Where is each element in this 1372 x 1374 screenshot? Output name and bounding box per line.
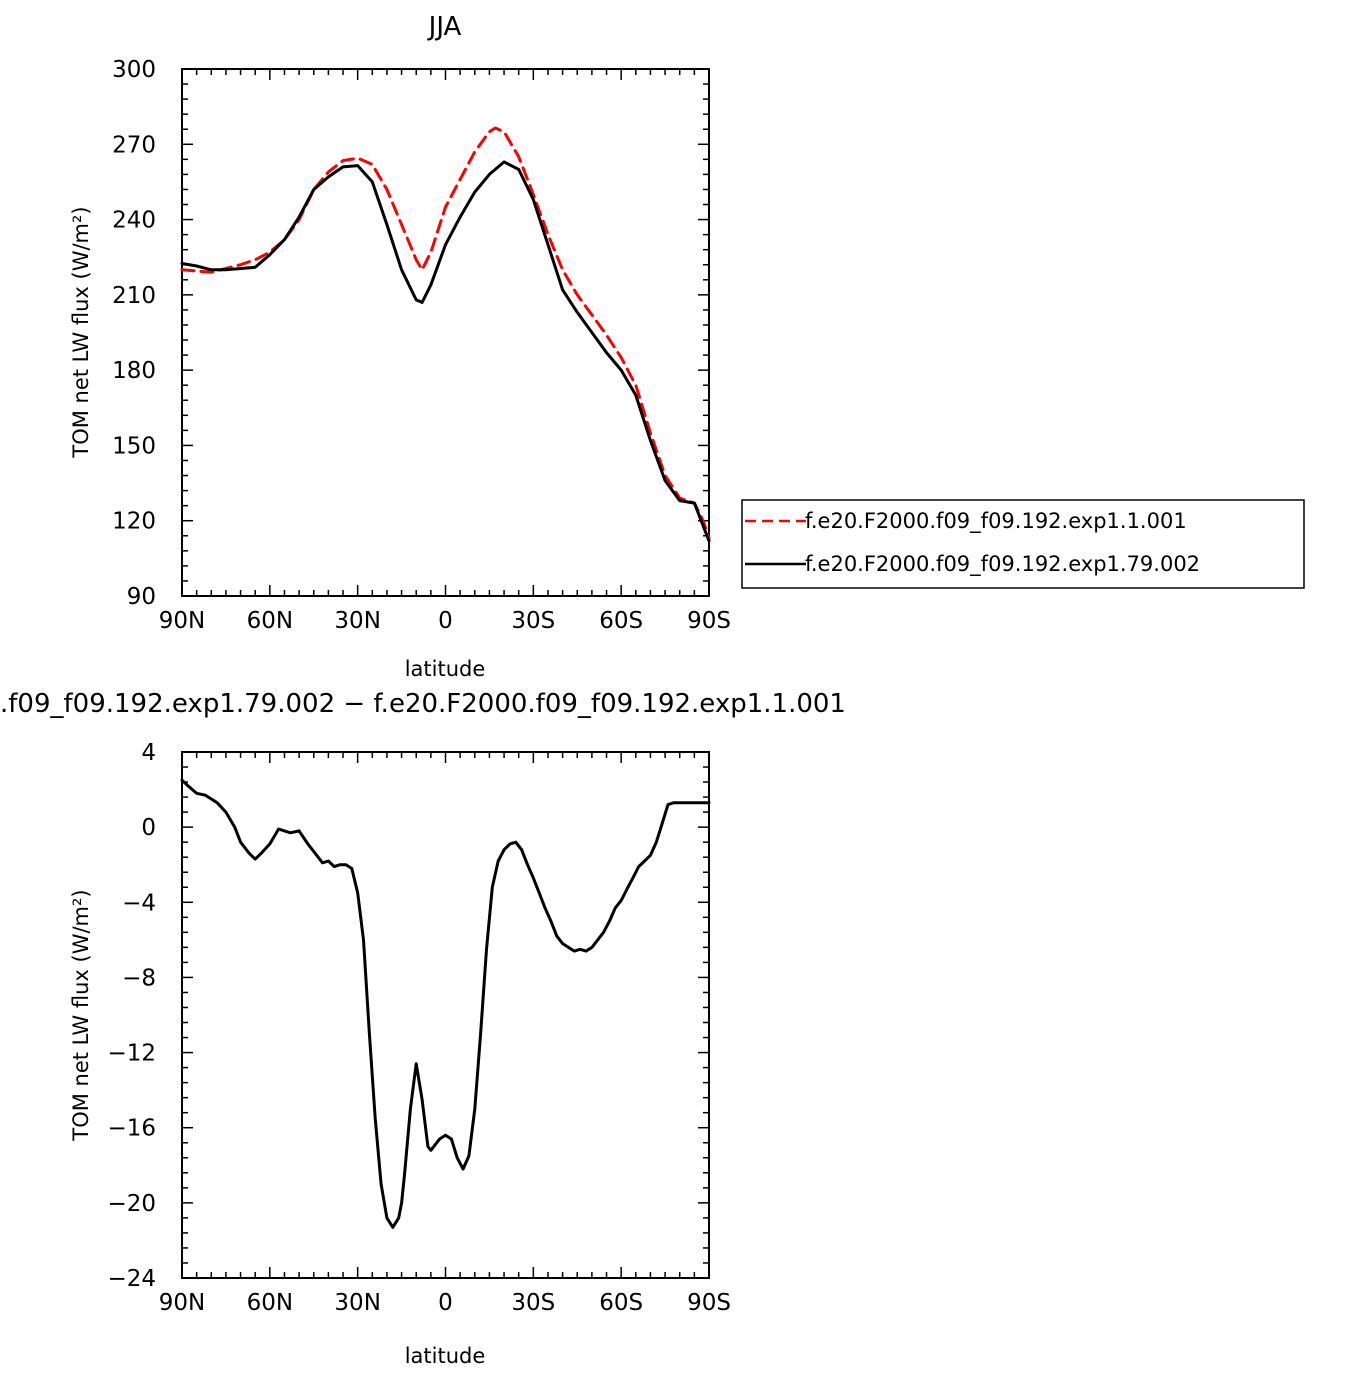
top-y-tick-label: 90 (127, 584, 156, 610)
bottom-x-tick-label: 90S (687, 1290, 731, 1316)
legend-label-series-2: f.e20.F2000.f09_f09.192.exp1.79.002 (805, 552, 1200, 577)
bottom-y-tick-label: −8 (122, 965, 156, 991)
legend: f.e20.F2000.f09_f09.192.exp1.1.001 f.e20… (741, 499, 1305, 589)
top-plot-area: 90N 60N 30N 0 30S 60S 90S 90 120 150 180 210 240 270 3… (112, 57, 731, 634)
top-y-tick-label: 300 (112, 57, 156, 83)
top-y-tick-label: 240 (112, 208, 156, 234)
bottom-y-tick-label: −16 (107, 1116, 156, 1142)
top-x-axis-label: latitude (405, 657, 486, 681)
top-panel: JJA 90N 60N 30N 0 30S 60S 90S 90 120 150 180 210 240… (69, 12, 1305, 681)
top-y-tick-label: 270 (112, 132, 156, 158)
top-plot-frame (181, 68, 710, 597)
top-series-line-1 (180, 126, 711, 540)
bottom-y-axis-label: TOM net LW flux (W/m²) (69, 889, 93, 1141)
legend-label-series-1: f.e20.F2000.f09_f09.192.exp1.1.001 (805, 509, 1187, 534)
bottom-plot-area: 90N 60N 30N 0 30S 60S 90S −24 −20 −16 −12 −8 −4 0 4 (107, 740, 730, 1316)
bottom-x-tick-label: 60S (599, 1290, 643, 1316)
top-y-tick-label: 180 (112, 358, 156, 384)
bottom-y-tick-label: −20 (107, 1191, 156, 1217)
bottom-x-tick-label: 60N (247, 1290, 293, 1316)
bottom-y-tick-label: 0 (141, 815, 156, 841)
bottom-y-tick-label: −24 (107, 1266, 156, 1292)
bottom-y-tick-label: −12 (107, 1041, 156, 1067)
bottom-plot-frame (181, 751, 710, 1279)
bottom-y-tick-label: 4 (141, 740, 156, 766)
top-x-tick-label: 60N (247, 608, 293, 634)
bottom-x-tick-label: 90N (159, 1290, 205, 1316)
legend-box (741, 499, 1305, 589)
top-panel-title: JJA (427, 12, 462, 42)
top-x-tick-label: 30N (334, 608, 380, 634)
bottom-x-axis-label: latitude (405, 1344, 486, 1368)
top-y-tick-label: 120 (112, 509, 156, 535)
bottom-x-tick-label: 30S (511, 1290, 555, 1316)
bottom-panel-title: .f09_f09.192.exp1.79.002 − f.e20.F2000.f… (0, 689, 846, 719)
bottom-panel: .f09_f09.192.exp1.79.002 − f.e20.F2000.f… (0, 689, 846, 1368)
top-x-tick-label: 60S (599, 608, 643, 634)
bottom-x-tick-label: 30N (334, 1290, 380, 1316)
bottom-series-line-1 (180, 778, 711, 1229)
top-series-line-2 (180, 160, 711, 543)
top-y-axis-label: TOM net LW flux (W/m²) (69, 206, 93, 458)
top-y-tick-label: 210 (112, 283, 156, 309)
bottom-y-tick-label: −4 (122, 890, 156, 916)
top-x-tick-label: 90N (159, 608, 205, 634)
top-x-tick-label: 0 (438, 608, 453, 634)
top-y-tick-label: 150 (112, 433, 156, 459)
top-x-tick-label: 90S (687, 608, 731, 634)
bottom-x-tick-label: 0 (438, 1290, 453, 1316)
top-x-tick-label: 30S (511, 608, 555, 634)
